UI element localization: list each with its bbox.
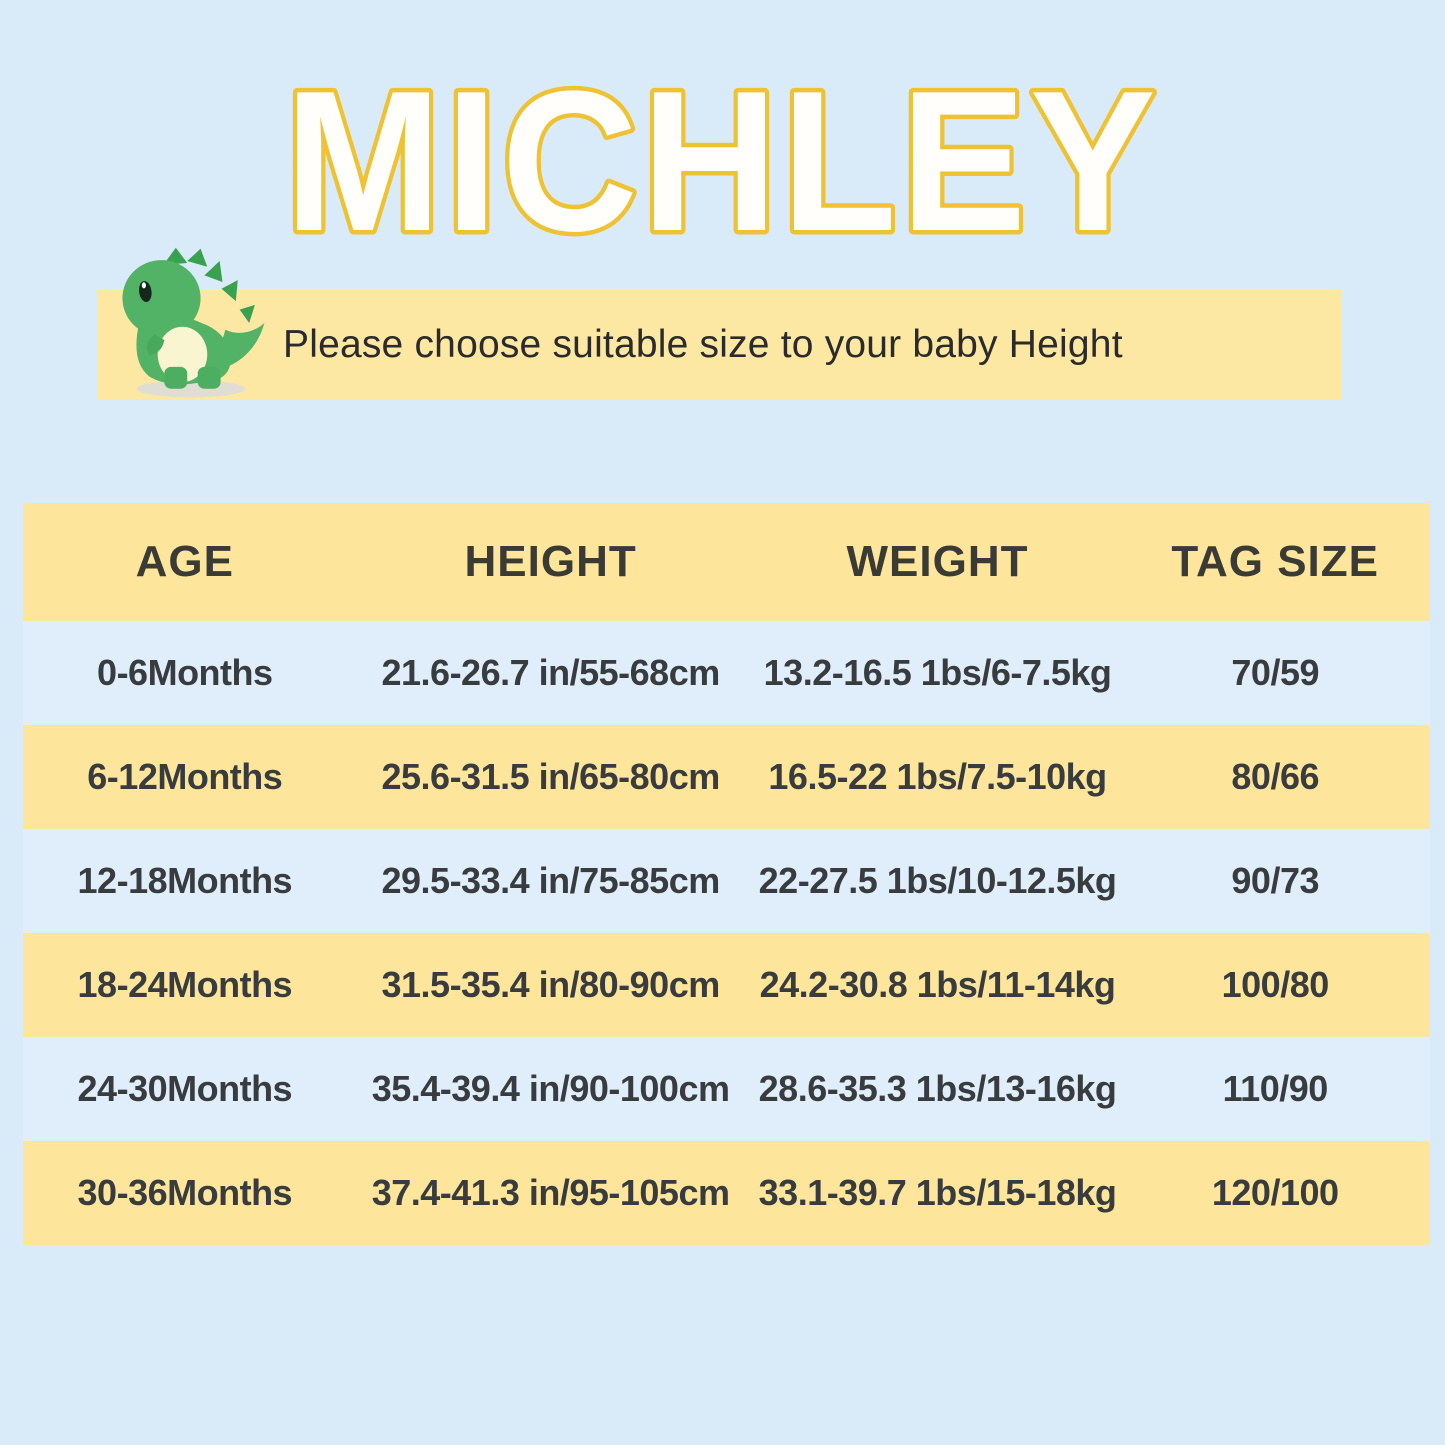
age-cell: 24-30Months [77,1068,293,1109]
tag-size-cell: 90/73 [1231,860,1319,901]
table-row: 12-18Months 29.5-33.4 in/75-85cm 22-27.5… [23,829,1430,933]
dinosaur-icon [122,247,265,398]
tag-size-cell: 80/66 [1231,756,1319,797]
table-header-row: AGE HEIGHT WEIGHT TAG SIZE [23,503,1430,621]
table-row: 24-30Months 35.4-39.4 in/90-100cm 28.6-3… [23,1037,1430,1141]
age-cell: 12-18Months [77,860,293,901]
michley-logo: MICHLEY [280,55,1160,255]
weight-cell: 13.2-16.5 1bs/6-7.5kg [763,652,1112,693]
age-cell: 30-36Months [77,1172,293,1213]
height-cell: 21.6-26.7 in/55-68cm [381,652,721,693]
table-row: 30-36Months 37.4-41.3 in/95-105cm 33.1-3… [23,1141,1430,1245]
header-weight: WEIGHT [846,537,1029,586]
tag-size-cell: 120/100 [1211,1172,1339,1213]
instruction-banner: Please choose suitable size to your baby… [97,247,1342,400]
age-cell: 6-12Months [87,756,283,797]
table-row: 6-12Months 25.6-31.5 in/65-80cm 16.5-22 … [23,725,1430,829]
tag-size-cell: 110/90 [1222,1068,1329,1109]
height-cell: 31.5-35.4 in/80-90cm [381,964,721,1005]
michley-logo-text: MICHLEY [285,55,1160,255]
age-cell: 0-6Months [97,652,273,693]
height-cell: 29.5-33.4 in/75-85cm [381,860,721,901]
height-cell: 35.4-39.4 in/90-100cm [371,1068,730,1109]
header-age: AGE [135,537,234,586]
table-row: 0-6Months 21.6-26.7 in/55-68cm 13.2-16.5… [23,621,1430,725]
tag-size-cell: 70/59 [1231,652,1319,693]
weight-cell: 22-27.5 1bs/10-12.5kg [758,860,1117,901]
banner-text: Please choose suitable size to your baby… [283,323,1123,366]
age-cell: 18-24Months [77,964,293,1005]
weight-cell: 16.5-22 1bs/7.5-10kg [768,756,1107,797]
header-tag-size: TAG SIZE [1171,537,1380,586]
weight-cell: 24.2-30.8 1bs/11-14kg [759,964,1116,1005]
tag-size-cell: 100/80 [1221,964,1330,1005]
height-cell: 37.4-41.3 in/95-105cm [371,1172,730,1213]
header-height: HEIGHT [464,537,637,586]
weight-cell: 28.6-35.3 1bs/13-16kg [758,1068,1117,1109]
height-cell: 25.6-31.5 in/65-80cm [381,756,721,797]
table-row: 18-24Months 31.5-35.4 in/80-90cm 24.2-30… [23,933,1430,1037]
weight-cell: 33.1-39.7 1bs/15-18kg [758,1172,1117,1213]
size-table: AGE HEIGHT WEIGHT TAG SIZE 0-6Months 21.… [23,503,1430,1245]
